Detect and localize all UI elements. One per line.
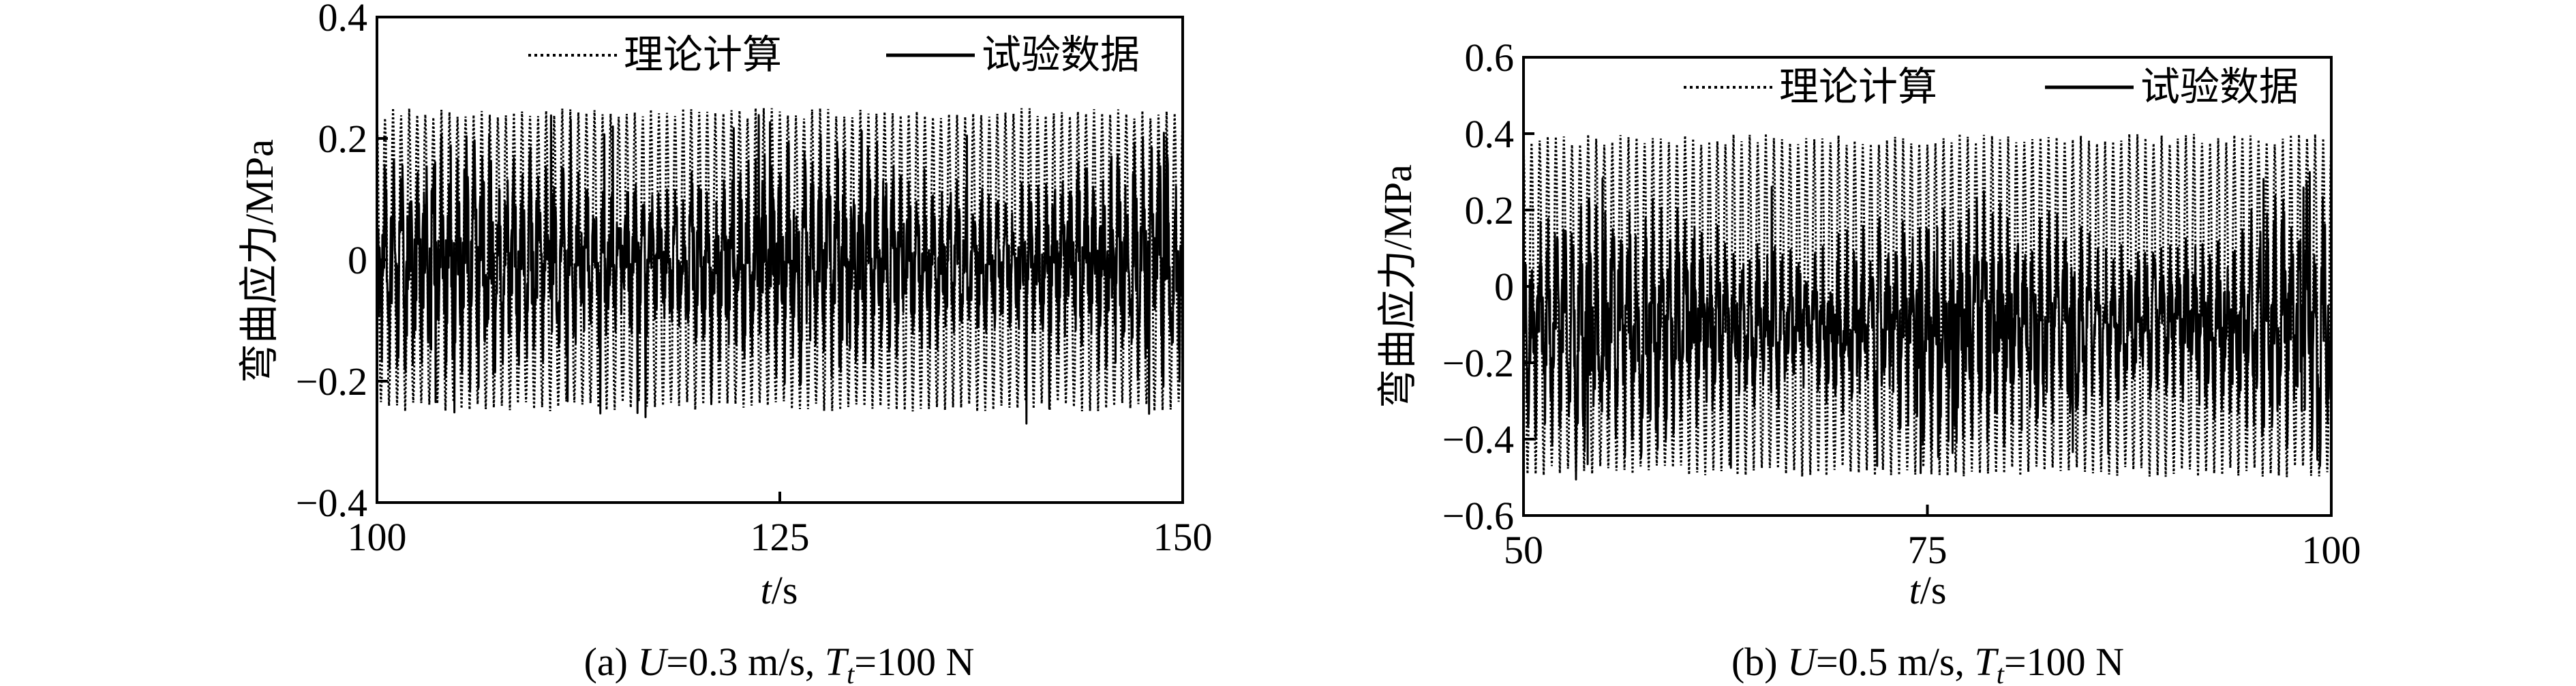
panel-a-x-axis-label: t/s (761, 568, 798, 612)
y-tick-label: −0.4 (1442, 417, 1514, 462)
panel-a-y-axis-label: 弯曲应力/MPa (237, 139, 282, 383)
y-tick-label: 0.4 (1465, 112, 1515, 156)
panel-b-y-axis: −0.6 −0.4 −0.2 0 0.2 0.4 0.6 (1442, 35, 1534, 538)
y-tick-label: 0 (1494, 265, 1514, 309)
panel-a-x-axis: 100 125 150 (348, 492, 1213, 559)
x-tick-label: 75 (1908, 528, 1948, 572)
panel-b-series-experiment-line (1522, 170, 2333, 481)
y-tick-label: 0.2 (1465, 188, 1515, 233)
panel-a-legend-experiment-label: 试验数据 (982, 33, 1140, 77)
panel-b: 50 75 100 −0.6 −0.4 −0.2 0 0.2 0.4 0.6 理论计算 试验数据… (1376, 35, 2361, 686)
experiment-series-line (1522, 170, 2333, 481)
x-tick-label: 150 (1153, 515, 1213, 559)
panel-a-y-axis: −0.4 −0.2 0 0.2 0.4 (296, 0, 388, 525)
panel-b-caption: (b) U=0.5 m/s, Tt=100 N (1731, 640, 2124, 686)
panel-b-legend-theory-label: 理论计算 (1779, 65, 1937, 109)
panel-a-legend: 理论计算 试验数据 (528, 33, 1140, 77)
panel-a: 100 125 150 −0.4 −0.2 0 0.2 0.4 理论计算 试验数据 弯曲应力… (237, 0, 1213, 686)
panel-b-x-axis-label: t/s (1909, 568, 1947, 612)
panel-b-y-axis-label: 弯曲应力/MPa (1376, 164, 1420, 408)
panel-a-caption: (a) U=0.3 m/s, Tt=100 N (584, 640, 975, 686)
experiment-series-line (376, 114, 1184, 425)
x-tick-label: 100 (2302, 528, 2361, 572)
panel-a-x-axis-label-unit: /s (772, 568, 798, 612)
panel-a-legend-theory-label: 理论计算 (624, 33, 782, 77)
panel-b-legend-experiment-label: 试验数据 (2140, 65, 2299, 109)
panel-b-legend: 理论计算 试验数据 (1684, 65, 2299, 109)
y-tick-label: −0.4 (296, 481, 367, 525)
y-tick-label: −0.2 (1442, 341, 1514, 385)
y-tick-label: 0 (348, 238, 367, 282)
panel-b-x-axis-label-unit: /s (1920, 568, 1947, 612)
panel-b-x-axis: 50 75 100 (1504, 505, 2361, 572)
y-tick-label: 0.4 (318, 0, 368, 40)
panel-b-x-axis-label-symbol: t (1909, 568, 1922, 612)
panel-a-x-axis-label-symbol: t (761, 568, 773, 612)
x-tick-label: 125 (751, 515, 810, 559)
y-tick-label: −0.6 (1442, 494, 1514, 538)
x-tick-label: 50 (1504, 528, 1543, 572)
x-tick-label: 100 (348, 515, 407, 559)
y-tick-label: 0.6 (1465, 35, 1515, 80)
y-tick-label: 0.2 (318, 117, 368, 161)
y-tick-label: −0.2 (296, 359, 367, 404)
panel-a-series-experiment-line (376, 114, 1184, 425)
